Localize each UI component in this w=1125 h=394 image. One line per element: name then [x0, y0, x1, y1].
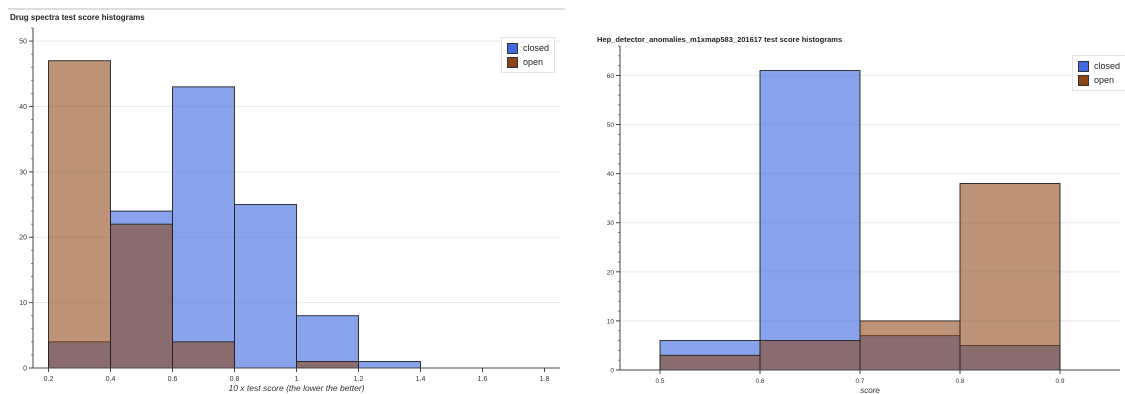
y-tick-label: 30	[607, 220, 615, 227]
legend-swatch-open	[1078, 74, 1089, 86]
y-tick-label: 10	[607, 318, 615, 325]
legend-item-closed: closed	[507, 41, 549, 55]
y-tick-label: 0	[610, 368, 614, 375]
legend-swatch-closed	[1078, 60, 1089, 72]
bar-open	[859, 320, 961, 371]
x-tick-label: 1	[295, 376, 299, 383]
bar-open	[172, 341, 235, 369]
x-tick-label: 0.8	[955, 378, 964, 385]
chart-legend: closed open	[1072, 55, 1125, 91]
legend-swatch-closed	[507, 42, 518, 54]
y-tick-label: 40	[607, 171, 615, 178]
bar-open	[296, 361, 359, 369]
chart-legend: closed open	[501, 37, 556, 73]
x-tick-label: 0.5	[655, 378, 664, 385]
x-tick-label: 0.8	[230, 376, 240, 383]
chart-title: Drug spectra test score histograms	[10, 13, 145, 22]
bar-open	[959, 183, 1061, 371]
x-tick-label: 1.2	[354, 376, 364, 383]
chart-panel-drug-spectra: Drug spectra test score histograms 0 10 20…	[8, 8, 565, 393]
bar-open	[659, 354, 761, 371]
y-tick-label: 50	[607, 122, 615, 129]
chart-title: Hep_detector_anomalies_m1xmap583_201617 …	[597, 35, 843, 44]
bar-closed	[296, 315, 359, 369]
bar-open	[48, 60, 111, 369]
x-axis-label: 10 x test score (the lower the better)	[228, 383, 364, 393]
x-tick-label: 0.6	[168, 376, 178, 383]
legend-item-closed: closed	[1078, 59, 1120, 73]
legend-label: closed	[523, 43, 550, 53]
bar-closed	[759, 70, 861, 371]
y-tick-label: 40	[19, 104, 27, 111]
x-tick-label: 1.8	[540, 376, 550, 383]
x-tick-label: 1.4	[416, 376, 426, 383]
legend-label: open	[1094, 75, 1115, 85]
bar-closed	[358, 361, 421, 369]
bar-closed	[234, 204, 297, 369]
x-tick-label: 0.9	[1055, 378, 1064, 385]
legend-swatch-open	[507, 56, 518, 68]
x-tick-label: 1.6	[478, 376, 488, 383]
y-tick-label: 20	[19, 235, 27, 242]
bar-closed	[172, 86, 235, 369]
chart-panel-hep-detector: Hep_detector_anomalies_m1xmap583_201617 …	[590, 0, 1125, 394]
y-tick-label: 10	[19, 300, 27, 307]
bar-open	[759, 340, 861, 371]
y-tick-label: 60	[607, 73, 615, 80]
histogram-chart-hep-detector: 0 10 20 30 40 50 60 0.5 0.6 0.7 0.8 0.9 score	[607, 45, 1120, 394]
x-tick-label: 0.7	[855, 378, 864, 385]
bar-open	[110, 223, 173, 369]
x-tick-label: 0.4	[106, 376, 116, 383]
x-axis-label: score	[860, 386, 880, 394]
y-tick-label: 20	[607, 269, 615, 276]
legend-item-open: open	[1078, 73, 1120, 87]
y-tick-label: 0	[23, 366, 27, 373]
y-tick-label: 50	[19, 39, 27, 46]
x-tick-label: 0.6	[755, 378, 764, 385]
legend-label: open	[523, 57, 544, 67]
legend-label: closed	[1094, 61, 1121, 71]
y-tick-label: 30	[19, 169, 27, 176]
histogram-chart-drug-spectra: 0 10 20 30 40 50 0.2 0.4 0.6 0.8 1 1.2 1.4 1.6 1.8 10 x…	[8, 8, 565, 393]
legend-item-open: open	[507, 55, 549, 69]
x-tick-label: 0.2	[44, 376, 54, 383]
